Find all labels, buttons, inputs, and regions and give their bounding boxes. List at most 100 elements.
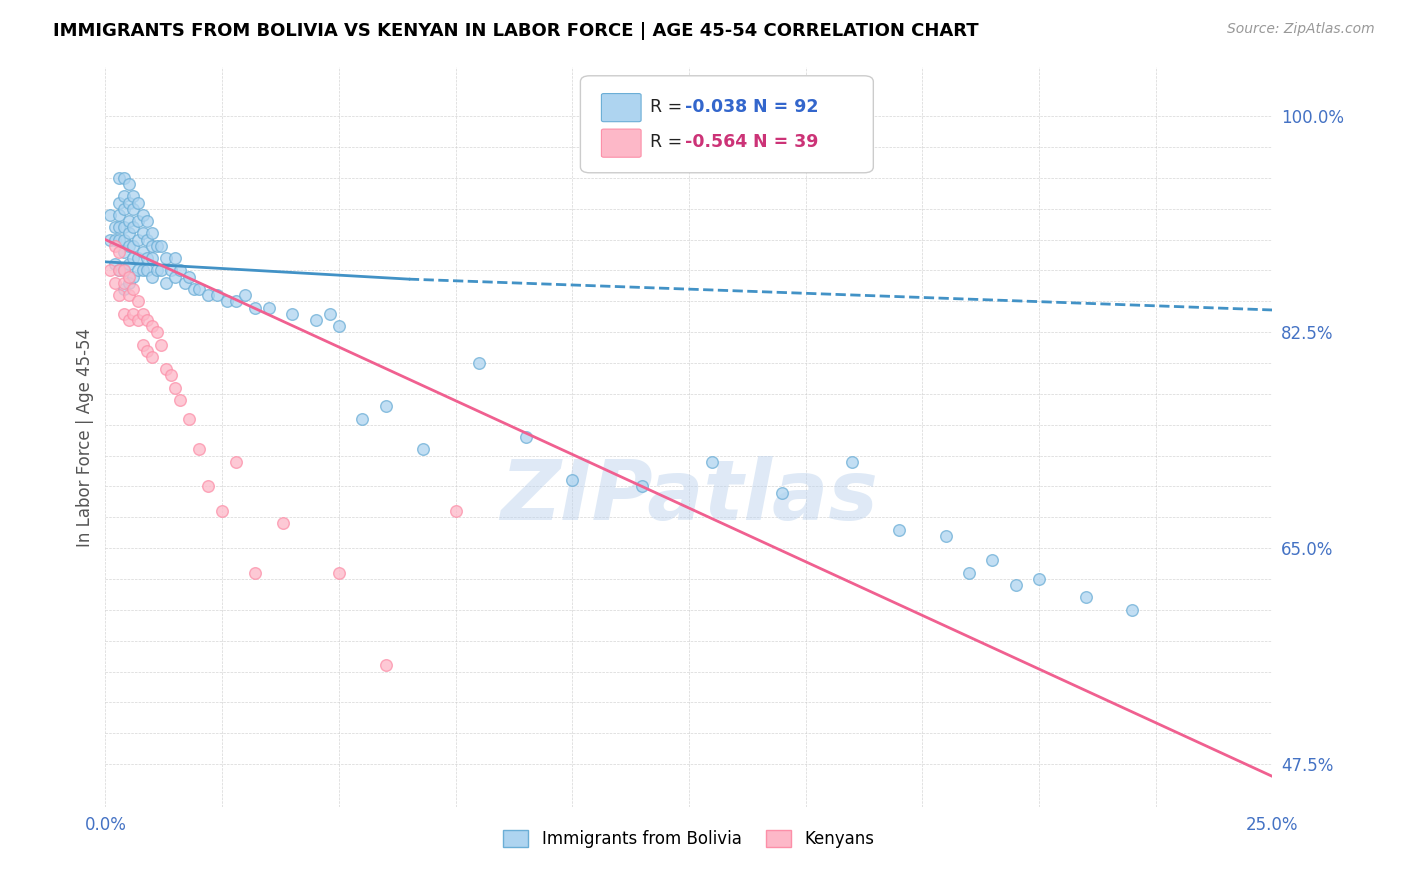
- Point: [108, 208, 131, 222]
- Point: [159, 368, 181, 383]
- Point: [165, 251, 187, 265]
- Point: [112, 202, 135, 216]
- Point: [118, 177, 141, 191]
- Point: [132, 208, 155, 222]
- Point: [146, 263, 169, 277]
- Point: [444, 504, 467, 518]
- Point: [155, 276, 177, 290]
- Point: [108, 244, 131, 259]
- Point: [112, 263, 135, 277]
- Point: [136, 233, 159, 247]
- Text: -0.564: -0.564: [686, 134, 748, 152]
- Point: [468, 356, 491, 370]
- Point: [225, 455, 247, 469]
- Point: [770, 485, 793, 500]
- Point: [98, 208, 121, 222]
- Point: [146, 325, 169, 339]
- Point: [127, 214, 149, 228]
- Y-axis label: In Labor Force | Age 45-54: In Labor Force | Age 45-54: [76, 327, 94, 547]
- Point: [281, 307, 304, 321]
- Point: [352, 411, 374, 425]
- Point: [132, 337, 155, 351]
- Point: [165, 269, 187, 284]
- Point: [257, 301, 280, 315]
- Point: [179, 269, 201, 284]
- Point: [243, 301, 266, 315]
- Point: [104, 276, 127, 290]
- Point: [155, 362, 177, 376]
- Point: [136, 263, 159, 277]
- Point: [118, 288, 141, 302]
- Point: [118, 239, 141, 253]
- Point: [118, 313, 141, 327]
- Point: [122, 282, 145, 296]
- Point: [118, 269, 141, 284]
- Point: [328, 319, 350, 334]
- Point: [211, 504, 233, 518]
- Point: [132, 263, 155, 277]
- Point: [155, 251, 177, 265]
- Point: [112, 220, 135, 235]
- Point: [146, 239, 169, 253]
- Point: [179, 411, 201, 425]
- Point: [132, 307, 155, 321]
- Point: [515, 430, 537, 444]
- Point: [887, 523, 910, 537]
- Point: [127, 233, 149, 247]
- Point: [108, 220, 131, 235]
- Point: [104, 239, 127, 253]
- Point: [104, 220, 127, 235]
- Point: [122, 239, 145, 253]
- Point: [108, 263, 131, 277]
- Point: [112, 189, 135, 203]
- Point: [141, 269, 163, 284]
- Point: [197, 288, 219, 302]
- Point: [169, 393, 191, 408]
- Point: [122, 251, 145, 265]
- Point: [112, 244, 135, 259]
- Point: [304, 313, 326, 327]
- Point: [141, 319, 163, 334]
- Point: [215, 294, 238, 309]
- Point: [127, 251, 149, 265]
- Point: [150, 239, 173, 253]
- Text: N = 39: N = 39: [754, 134, 818, 152]
- Text: ZIPatlas: ZIPatlas: [501, 456, 877, 537]
- Point: [1028, 572, 1050, 586]
- Point: [122, 189, 145, 203]
- Point: [702, 455, 724, 469]
- FancyBboxPatch shape: [602, 129, 641, 157]
- Point: [108, 233, 131, 247]
- Point: [225, 294, 247, 309]
- Text: IMMIGRANTS FROM BOLIVIA VS KENYAN IN LABOR FORCE | AGE 45-54 CORRELATION CHART: IMMIGRANTS FROM BOLIVIA VS KENYAN IN LAB…: [53, 22, 979, 40]
- Point: [328, 566, 350, 580]
- Point: [561, 473, 583, 487]
- Point: [112, 263, 135, 277]
- Point: [136, 214, 159, 228]
- Point: [122, 269, 145, 284]
- Point: [197, 479, 219, 493]
- Point: [132, 227, 155, 241]
- Point: [108, 288, 131, 302]
- Point: [136, 251, 159, 265]
- Point: [112, 276, 135, 290]
- Point: [112, 282, 135, 296]
- Point: [127, 195, 149, 210]
- Point: [104, 257, 127, 271]
- Point: [118, 227, 141, 241]
- Point: [108, 171, 131, 186]
- Point: [173, 276, 195, 290]
- Point: [108, 195, 131, 210]
- Point: [132, 244, 155, 259]
- Point: [187, 282, 209, 296]
- Point: [207, 288, 229, 302]
- Point: [183, 282, 205, 296]
- Point: [127, 294, 149, 309]
- Point: [935, 529, 957, 543]
- Point: [127, 263, 149, 277]
- Point: [1121, 603, 1143, 617]
- Point: [1074, 591, 1097, 605]
- Point: [118, 195, 141, 210]
- Point: [374, 399, 396, 413]
- Point: [98, 263, 121, 277]
